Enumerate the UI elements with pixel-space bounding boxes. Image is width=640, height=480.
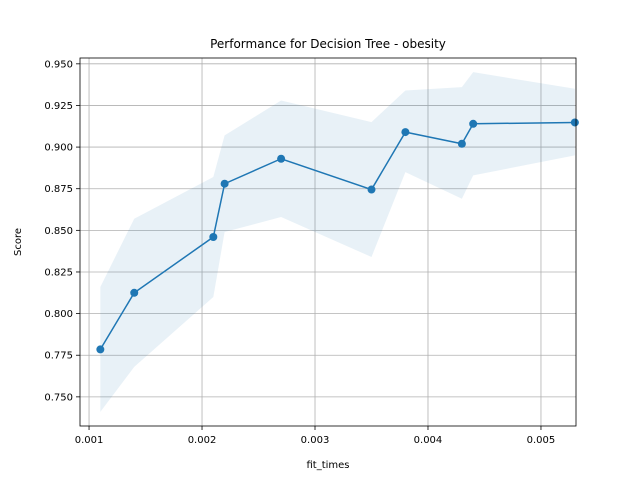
x-tick-label: 0.002	[188, 435, 217, 446]
x-axis-ticks: 0.001 0.002 0.003 0.004 0.005	[75, 426, 556, 446]
x-axis-label: fit_times	[306, 460, 349, 471]
data-points	[96, 118, 579, 354]
y-tick-label: 0.800	[44, 309, 73, 320]
confidence-band	[100, 72, 575, 412]
y-axis-ticks: 0.750 0.775 0.800 0.825 0.850 0.875 0.900 0.925…	[44, 59, 80, 403]
x-tick-label: 0.004	[414, 435, 443, 446]
data-point	[401, 128, 410, 137]
data-point	[277, 154, 286, 163]
data-point	[469, 119, 478, 128]
data-point	[367, 185, 376, 194]
score-line	[99, 121, 575, 350]
x-tick-label: 0.001	[75, 435, 104, 446]
y-tick-label: 0.875	[44, 184, 73, 195]
chart-title: Performance for Decision Tree - obesity	[210, 37, 446, 51]
series-line	[99, 121, 575, 350]
data-point	[130, 288, 139, 297]
data-point	[457, 139, 466, 148]
y-tick-label: 0.750	[44, 392, 73, 403]
x-tick-label: 0.003	[301, 435, 330, 446]
y-tick-label: 0.900	[44, 143, 73, 154]
y-tick-label: 0.775	[44, 351, 73, 362]
score-band	[100, 72, 575, 412]
y-tick-label: 0.925	[44, 101, 73, 112]
x-tick-label: 0.005	[527, 435, 556, 446]
y-tick-label: 0.850	[44, 226, 73, 237]
data-point	[96, 345, 105, 354]
plot-frame	[79, 57, 577, 427]
grid	[80, 58, 576, 426]
data-point	[570, 118, 579, 127]
y-tick-label: 0.825	[44, 267, 73, 278]
y-axis-label: Score	[13, 228, 24, 256]
data-point	[220, 179, 229, 188]
data-point	[209, 233, 218, 242]
y-tick-label: 0.950	[44, 59, 73, 70]
